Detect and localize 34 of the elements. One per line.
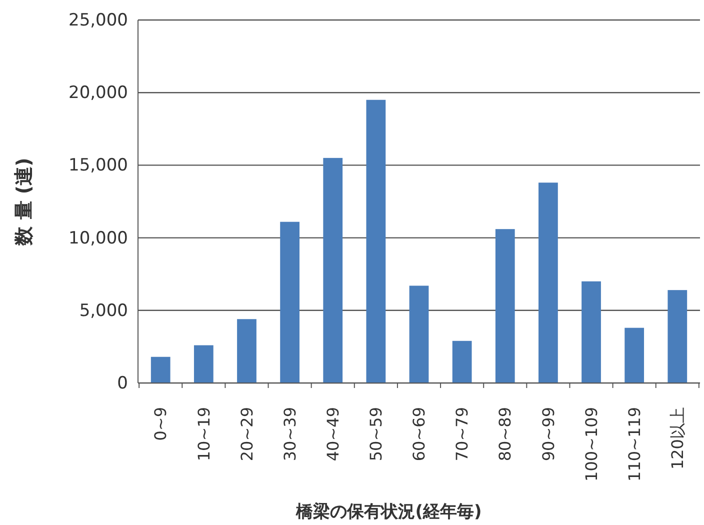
x-tick-label: 90~99	[538, 407, 558, 462]
x-tick-label: 30~39	[280, 407, 300, 462]
bar	[538, 182, 558, 383]
y-tick-label: 10,000	[68, 228, 128, 248]
bar	[150, 356, 170, 383]
x-tick-label: 20~29	[237, 407, 256, 462]
bar	[495, 229, 515, 383]
x-tick-label: 80~89	[496, 407, 515, 462]
x-tick-label: 0~9	[151, 407, 170, 441]
y-tick-label: 5,000	[79, 300, 128, 321]
bar	[194, 345, 214, 383]
x-tick-label: 110~119	[624, 407, 644, 482]
y-axis-title: 数 量 (連)	[13, 158, 35, 246]
x-tick-label: 40~49	[323, 407, 342, 462]
bar	[280, 222, 300, 383]
y-tick-label: 20,000	[68, 83, 128, 104]
y-tick-label: 25,000	[68, 10, 128, 30]
x-tick-label: 60~69	[410, 407, 429, 462]
bar	[237, 319, 256, 383]
x-tick-label: 100~109	[582, 407, 601, 482]
y-tick-label: 0	[117, 373, 128, 394]
x-tick-label: 120以上	[668, 407, 687, 470]
bar	[409, 286, 429, 383]
bar	[668, 290, 688, 383]
bar	[582, 281, 601, 383]
bar	[452, 340, 472, 383]
y-tick-label: 15,000	[68, 156, 128, 176]
x-tick-label: 10~19	[194, 407, 214, 462]
bar	[366, 100, 386, 383]
x-tick-label: 50~59	[366, 407, 386, 462]
bar	[323, 158, 343, 383]
x-axis-title: 橋梁の保有状況(経年毎)	[295, 502, 482, 522]
bar	[624, 328, 644, 383]
x-tick-label: 70~79	[452, 407, 472, 462]
